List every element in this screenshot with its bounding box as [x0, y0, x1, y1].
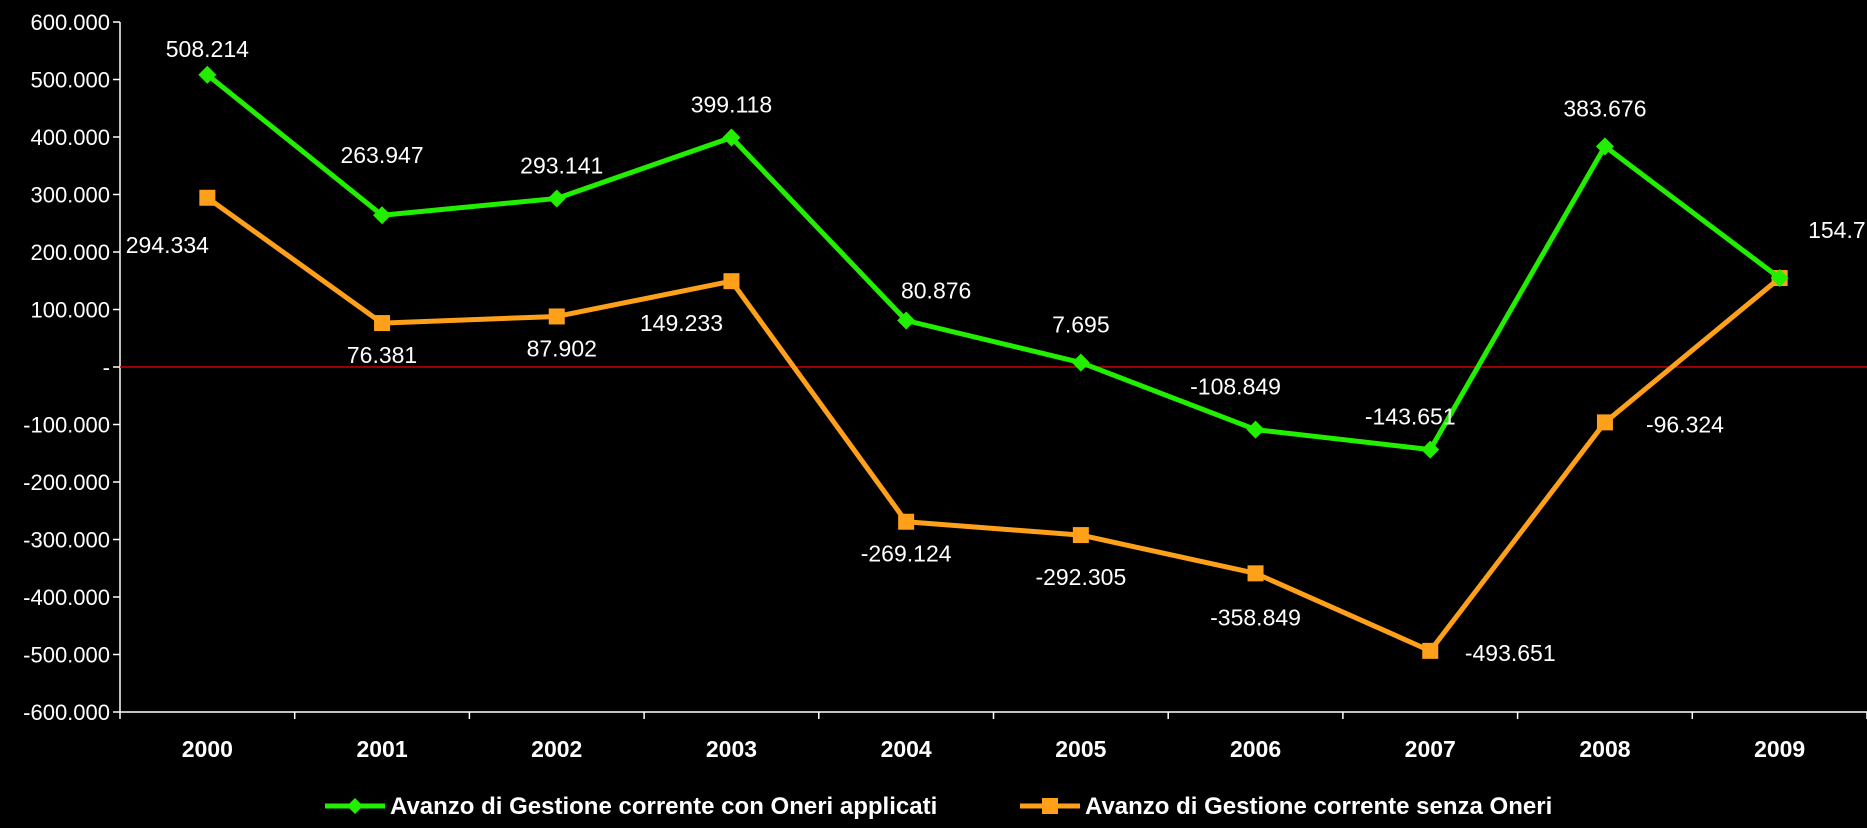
series-2-point — [723, 273, 740, 290]
x-tick-label: 2008 — [1579, 736, 1630, 762]
data-label-series-1: 7.695 — [1052, 312, 1110, 338]
series-1-point — [1071, 353, 1090, 372]
y-tick-label: 200.000 — [30, 240, 110, 265]
series-1-point — [373, 206, 392, 225]
data-label-series-1: 154.717 — [1808, 217, 1867, 243]
series-1-point — [722, 128, 741, 147]
series-1-point — [1246, 420, 1265, 439]
legend-marker — [1042, 798, 1058, 814]
data-label-series-2: 294.334 — [126, 232, 209, 258]
series-2-point — [1072, 527, 1089, 544]
series-1-point — [1770, 269, 1789, 288]
x-tick-label: 2009 — [1754, 736, 1805, 762]
series-1-point — [547, 189, 566, 208]
y-tick-label: 600.000 — [30, 10, 110, 35]
series-2-point — [898, 513, 915, 530]
data-label-series-1: 383.676 — [1563, 95, 1646, 121]
plot-area: 600.000 500.000 400.000 300.000 200.000 100.0… — [23, 10, 1867, 762]
legend-item-2: Avanzo di Gestione corrente senza Oneri — [1020, 793, 1552, 820]
series-1-point — [1421, 440, 1440, 459]
data-label-series-1: 263.947 — [340, 142, 423, 168]
y-tick-label: 100.000 — [30, 298, 110, 323]
series-line-1 — [205, 72, 1782, 453]
x-tick-label: 2007 — [1405, 736, 1456, 762]
legend-item-1: Avanzo di Gestione corrente con Oneri ap… — [325, 793, 937, 820]
y-tick-label: 500.000 — [30, 68, 110, 93]
data-label-series-1: 80.876 — [901, 277, 971, 303]
data-label-series-1: -143.651 — [1365, 404, 1456, 430]
x-tick-label: 2001 — [356, 736, 407, 762]
series-2-point — [199, 189, 216, 206]
y-tick-label: 400.000 — [30, 125, 110, 150]
data-label-series-1: 293.141 — [520, 152, 603, 178]
x-axis-ticks: 2000 2001 2002 2003 2004 2005 2006 2007 2008 2009 — [119, 712, 1867, 762]
y-tick-label: -600.000 — [23, 700, 110, 725]
data-label-series-2: -493.651 — [1465, 640, 1556, 666]
data-label-series-2: 76.381 — [347, 342, 417, 368]
y-tick-label: -300.000 — [23, 528, 110, 553]
series-2-point — [1422, 642, 1439, 659]
legend-label: Avanzo di Gestione corrente con Oneri ap… — [390, 793, 937, 820]
data-label-series-2: -292.305 — [1035, 564, 1126, 590]
x-tick-label: 2006 — [1230, 736, 1281, 762]
x-tick-label: 2003 — [706, 736, 757, 762]
series-2-point — [374, 315, 391, 332]
series-1-point — [198, 65, 217, 84]
series-layer — [198, 65, 1789, 659]
data-label-series-2: 149.233 — [640, 310, 723, 336]
data-label-series-2: -96.324 — [1646, 411, 1724, 437]
data-label-series-1: -108.849 — [1190, 374, 1281, 400]
y-axis-ticks: 600.000 500.000 400.000 300.000 200.000 100.0… — [23, 10, 120, 725]
series-2-point — [1596, 414, 1613, 431]
data-label-series-2: -358.849 — [1210, 604, 1301, 630]
y-tick-label: -400.000 — [23, 585, 110, 610]
data-label-series-1: 508.214 — [166, 36, 249, 62]
series-1-point — [1595, 137, 1614, 156]
y-tick-label: -100.000 — [23, 413, 110, 438]
x-tick-label: 2002 — [531, 736, 582, 762]
y-tick-label: 300.000 — [30, 183, 110, 208]
legend: Avanzo di Gestione corrente con Oneri ap… — [325, 793, 1552, 820]
data-label-series-2: 87.902 — [527, 335, 597, 361]
x-tick-label: 2005 — [1055, 736, 1106, 762]
series-2-point — [548, 308, 565, 325]
series-2-point — [1247, 565, 1264, 582]
y-tick-label: -500.000 — [23, 643, 110, 668]
legend-label: Avanzo di Gestione corrente senza Oneri — [1085, 793, 1552, 820]
legend-marker — [347, 798, 363, 814]
data-label-series-2: -269.124 — [861, 541, 952, 567]
y-tick-label: -200.000 — [23, 470, 110, 495]
x-tick-label: 2004 — [881, 736, 932, 762]
series-1-point — [897, 311, 916, 330]
y-tick-label: - — [103, 355, 110, 380]
data-labels: 508.214 263.947 293.141 399.118 80.876 7.695 -… — [126, 36, 1867, 666]
data-label-series-1: 399.118 — [691, 92, 772, 118]
x-tick-label: 2000 — [182, 736, 233, 762]
series-line-2 — [205, 195, 1782, 654]
